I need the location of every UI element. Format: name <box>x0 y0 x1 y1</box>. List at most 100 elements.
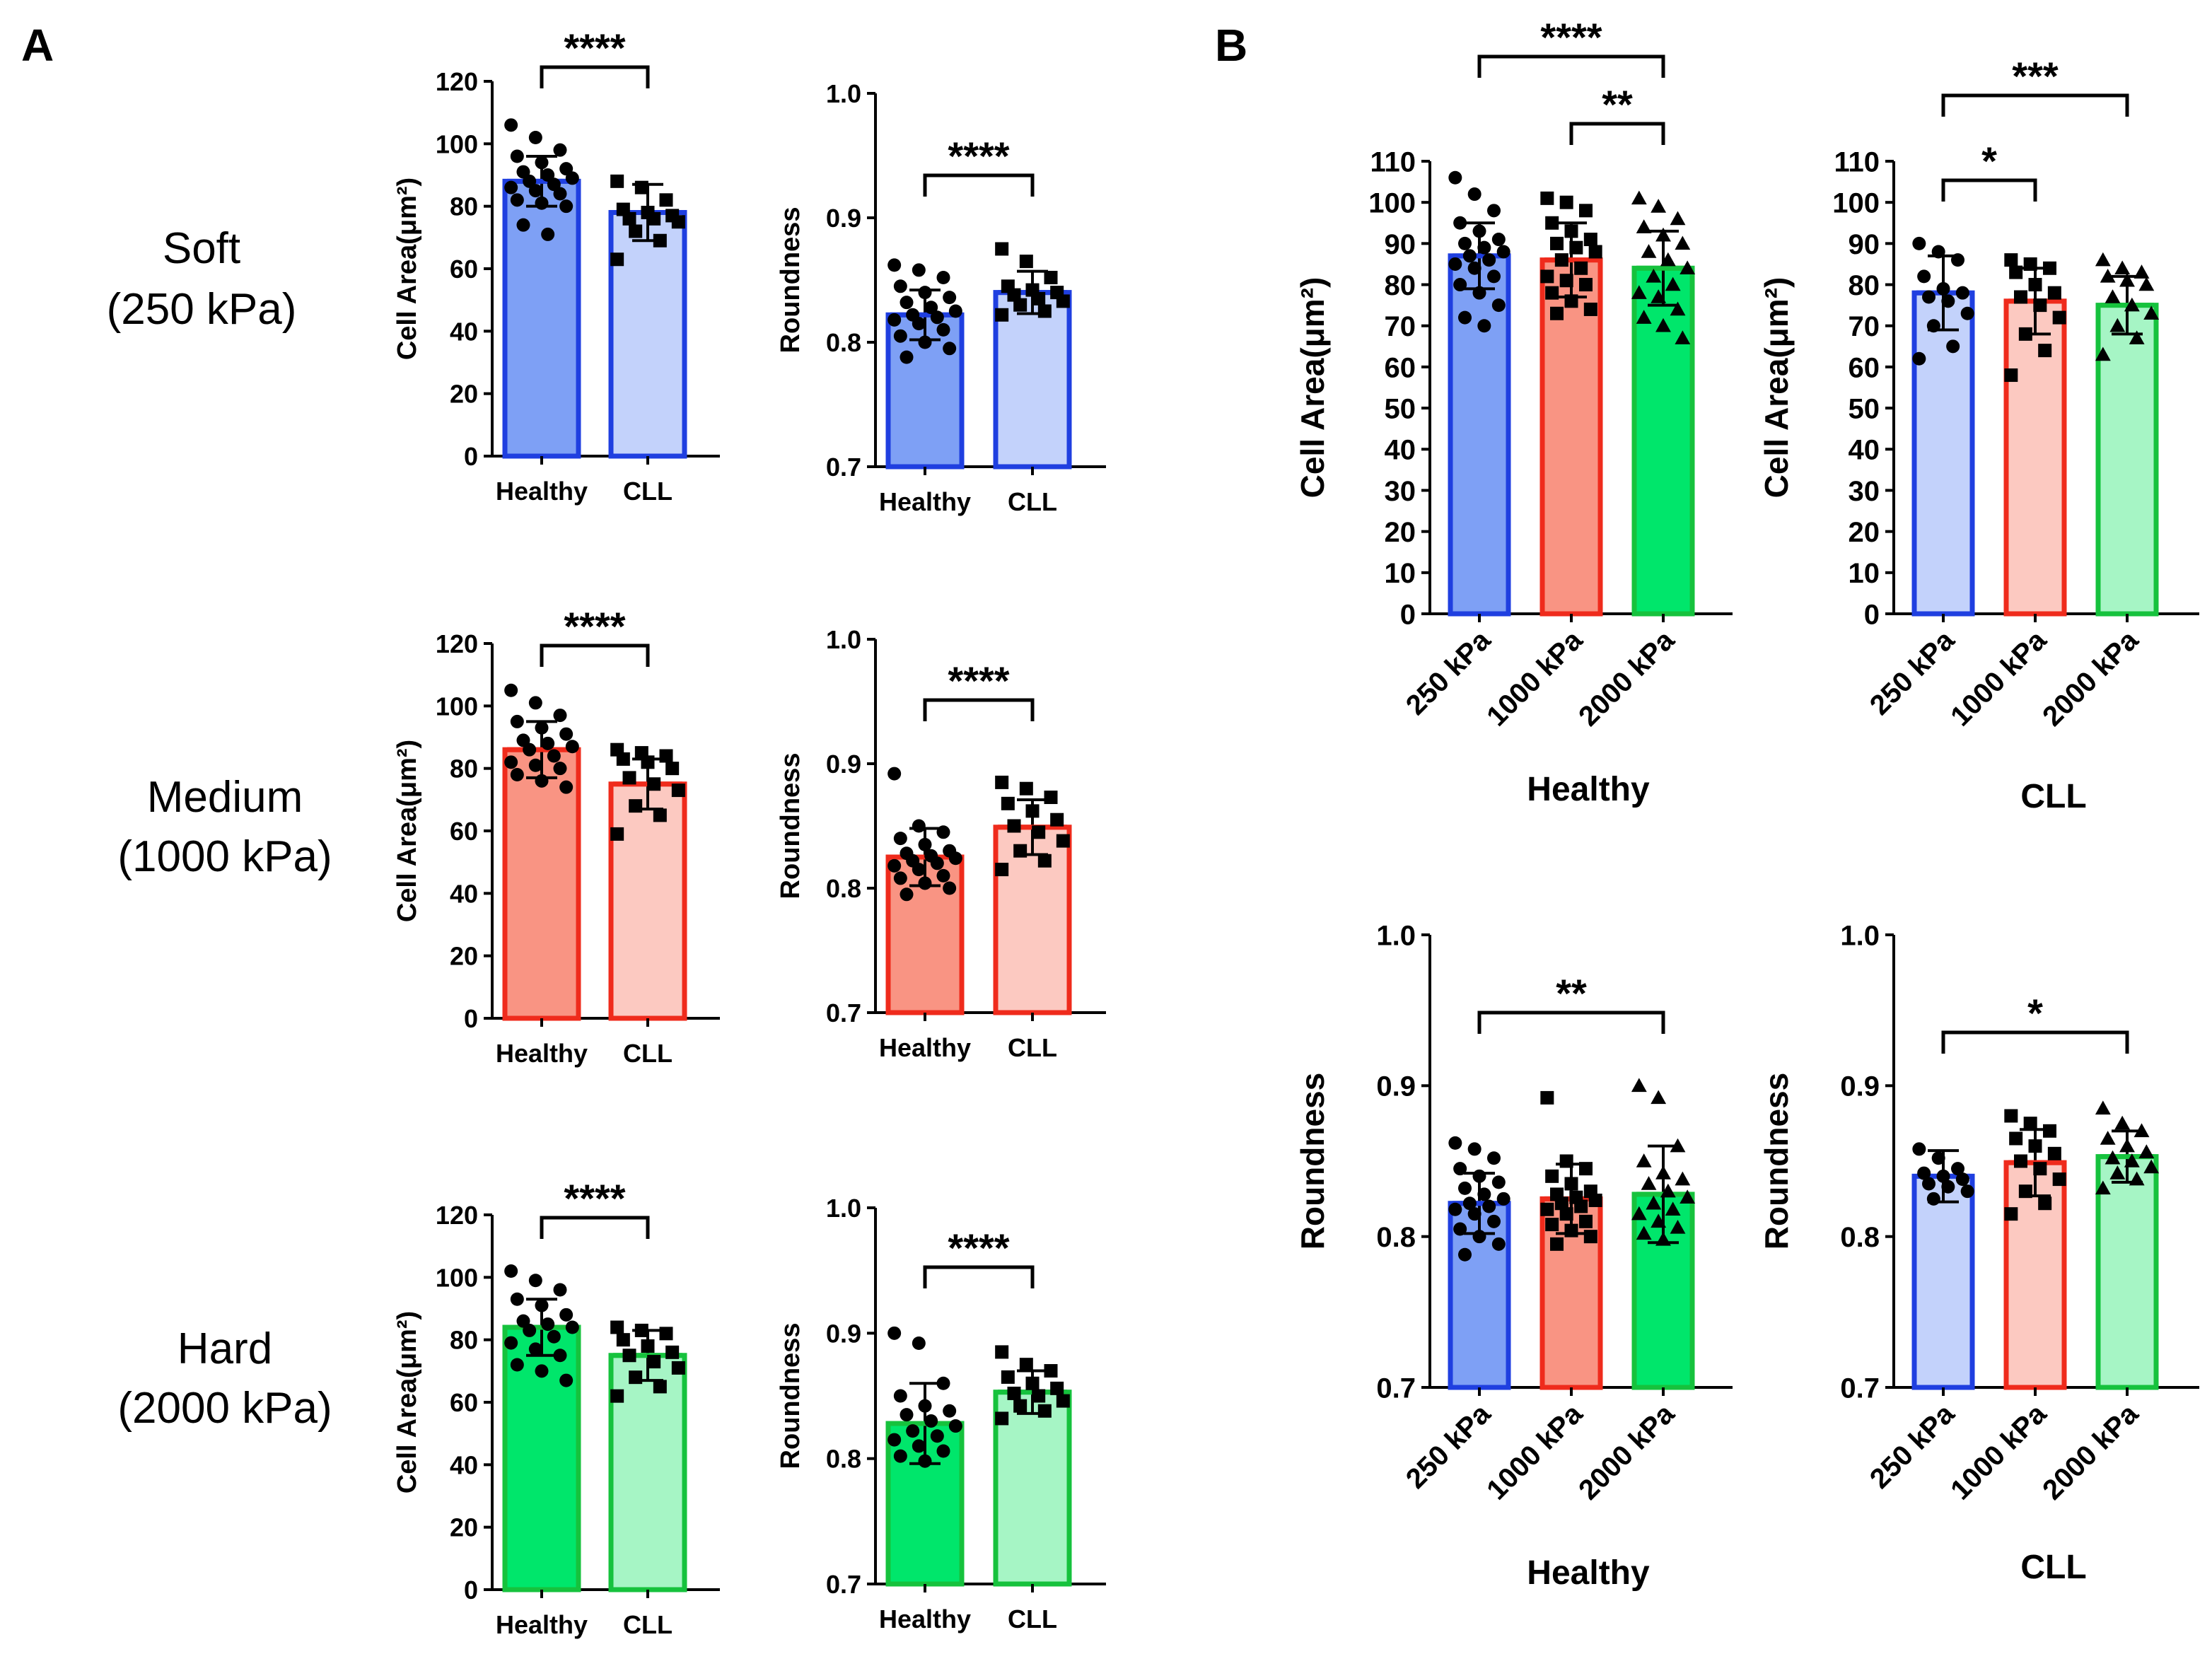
data-point <box>1646 268 1662 283</box>
data-point <box>523 1323 537 1337</box>
bar-1000 kPa <box>2003 298 2067 617</box>
data-point <box>1951 253 1964 267</box>
x-tick-label: 250 kPa <box>1400 1398 1497 1495</box>
data-point <box>893 1389 907 1403</box>
data-point <box>610 1320 624 1334</box>
chart-B-healthy-area: 0 10 20 30 40 50 60 70 80 90 100 110 Cell Area(μm²) 2… <box>1294 15 1733 808</box>
data-point <box>659 749 673 763</box>
y-tick-label: 60 <box>450 255 478 284</box>
data-point <box>918 1454 932 1468</box>
data-point <box>930 310 944 325</box>
data-point <box>622 771 636 785</box>
significance-bracket <box>1941 1030 2129 1054</box>
data-point <box>2119 272 2135 287</box>
x-tick-label: Healthy <box>496 477 588 506</box>
data-point <box>1462 1196 1477 1211</box>
data-point <box>1665 276 1681 291</box>
data-point <box>1032 825 1046 839</box>
data-point <box>1007 819 1021 833</box>
data-point <box>918 876 932 890</box>
data-point <box>2095 1100 2111 1115</box>
data-point <box>1936 281 1950 296</box>
data-point <box>541 736 555 750</box>
data-point <box>553 1283 567 1297</box>
data-point <box>2047 1146 2061 1160</box>
data-point <box>1496 245 1510 259</box>
data-point <box>1477 1187 1491 1201</box>
y-tick-label: 70 <box>1849 311 1880 342</box>
x-tick-label: 2000 kPa <box>1573 624 1681 733</box>
data-point <box>1660 252 1676 267</box>
data-point <box>2004 368 2018 383</box>
data-point <box>1912 351 1926 366</box>
data-point <box>665 1345 680 1359</box>
data-point <box>565 1320 579 1334</box>
data-point <box>2109 1165 2126 1180</box>
data-point <box>887 1326 902 1340</box>
data-point <box>1491 1237 1506 1251</box>
significance-bracket <box>923 173 1035 197</box>
data-point <box>2143 1159 2160 1174</box>
y-tick-label: 0.8 <box>1376 1222 1416 1253</box>
x-tick-label: Healthy <box>496 1610 588 1639</box>
data-point <box>2033 1162 2047 1176</box>
data-point <box>641 755 655 769</box>
data-point <box>1569 240 1583 255</box>
data-point <box>1641 244 1657 258</box>
data-point <box>1019 255 1033 269</box>
data-point <box>535 774 549 788</box>
y-tick-label: 60 <box>1385 352 1416 383</box>
data-point <box>995 863 1009 877</box>
condition-soft-value: (250 kPa) <box>107 285 297 334</box>
data-point <box>918 286 932 300</box>
condition-medium-value: (1000 kPa) <box>117 832 332 881</box>
data-point <box>1472 224 1486 238</box>
y-axis-label: Cell Area(μm²) <box>1294 277 1331 499</box>
data-point <box>2129 1171 2145 1186</box>
y-tick-label: 0.7 <box>826 1570 861 1599</box>
data-point <box>893 279 907 293</box>
data-point <box>2105 289 2121 303</box>
data-point <box>1019 1358 1033 1372</box>
data-point <box>629 799 643 813</box>
group-label: CLL <box>2020 778 2086 815</box>
data-point <box>1579 204 1593 218</box>
data-point <box>647 777 661 791</box>
data-point <box>1917 269 1931 284</box>
data-point <box>912 1336 926 1351</box>
data-point <box>510 768 524 781</box>
data-point <box>2028 278 2042 292</box>
y-tick-label: 0.7 <box>1376 1373 1416 1404</box>
bar-CLL <box>993 825 1072 1015</box>
data-point <box>535 196 549 210</box>
data-point <box>1651 1090 1667 1105</box>
y-tick-label: 0.7 <box>826 998 861 1027</box>
y-tick-label: 20 <box>450 380 478 409</box>
data-point <box>893 1449 907 1463</box>
y-tick-label: 20 <box>450 1513 478 1542</box>
y-tick-label: 20 <box>450 942 478 971</box>
data-point <box>1631 285 1647 299</box>
y-tick-label: 90 <box>1849 229 1880 260</box>
data-point <box>671 784 685 798</box>
significance-label: **** <box>564 1176 625 1221</box>
y-tick-label: 60 <box>1849 352 1880 383</box>
data-point <box>535 156 549 170</box>
y-tick-label: 120 <box>436 67 478 96</box>
y-tick-label: 1.0 <box>826 625 861 654</box>
y-tick-label: 80 <box>450 755 478 784</box>
data-point <box>1056 834 1070 848</box>
data-point <box>924 1414 938 1428</box>
data-point <box>653 808 667 822</box>
panel-label-a: A <box>21 20 54 71</box>
significance-bracket <box>1477 1011 1665 1034</box>
data-point <box>1583 1230 1597 1244</box>
data-point <box>559 780 574 794</box>
data-point <box>553 762 567 776</box>
data-point <box>547 749 561 763</box>
x-tick-label: CLL <box>1008 487 1057 516</box>
data-point <box>918 1399 932 1413</box>
data-point <box>918 837 932 851</box>
data-point <box>930 1429 944 1443</box>
